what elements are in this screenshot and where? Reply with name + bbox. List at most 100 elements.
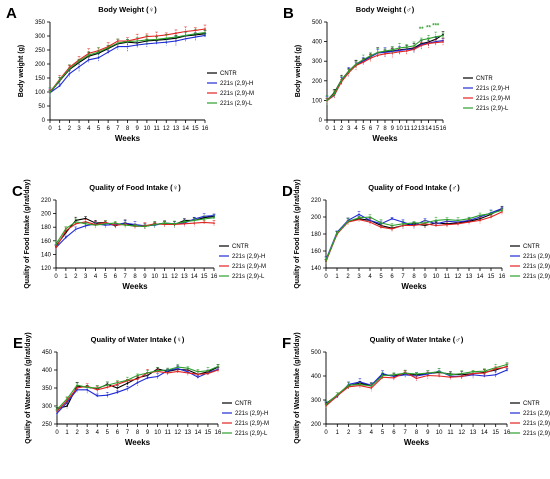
data-point (155, 35, 158, 37)
x-tick-label: 4 (368, 274, 372, 280)
data-point (116, 387, 119, 389)
data-point (415, 377, 418, 380)
data-point (87, 54, 90, 56)
y-axis-label: Quality of Water Intake (g/rat/day) (25, 332, 32, 443)
data-point (402, 222, 404, 225)
y-tick-label: 100 (35, 90, 46, 96)
data-point (64, 227, 67, 230)
chart-panel-e: E Quality of Water Intake (♀)250300350400… (13, 332, 269, 447)
chart-title: Quality of Water Intake (♀) (91, 335, 185, 344)
x-tick-label: 13 (466, 274, 473, 280)
legend-label: 221s (2,9)-L (232, 274, 265, 280)
legend-label: 221s (2,9)-L (220, 101, 253, 107)
legend-label: 221s (2,9)-H (220, 81, 253, 87)
y-tick-label: 180 (311, 232, 322, 238)
data-point (156, 369, 159, 372)
legend-label: 221s (2,9)-H (523, 411, 550, 417)
x-tick-label: 12 (455, 274, 462, 280)
y-tick-label: 350 (35, 20, 46, 26)
data-point (193, 222, 196, 225)
x-tick-label: 13 (418, 126, 425, 132)
x-tick-label: 14 (481, 430, 488, 436)
data-point (203, 221, 206, 224)
y-tick-label: 180 (41, 225, 52, 231)
data-point (413, 45, 415, 47)
x-tick-label: 4 (96, 430, 100, 436)
x-tick-label: 9 (136, 126, 140, 132)
x-tick-label: 1 (64, 274, 68, 280)
data-point (438, 375, 441, 377)
data-point (116, 391, 119, 394)
data-point (384, 50, 386, 52)
y-tick-label: 220 (41, 198, 52, 204)
data-point (97, 51, 100, 54)
legend-label: 221s (2,9)-M (220, 91, 254, 97)
data-point (405, 46, 408, 48)
series-cntr (324, 205, 504, 263)
y-axis-label: Quality of Water Intake (g/rat/day) (294, 332, 301, 443)
data-point (359, 383, 361, 386)
data-point (184, 34, 187, 37)
data-point (136, 44, 139, 46)
data-point (435, 224, 437, 227)
x-tick-label: 11 (165, 430, 172, 436)
legend-label: 221s (2,9)-H (476, 86, 509, 92)
x-tick-label: 9 (143, 274, 147, 280)
y-tick-label: 350 (42, 386, 53, 392)
data-point (506, 365, 508, 368)
data-point (424, 222, 426, 224)
data-point (204, 31, 206, 34)
x-tick-label: 7 (376, 126, 380, 132)
significance-marker: ** (426, 26, 431, 32)
legend-label: 221s (2,9)-M (476, 96, 510, 102)
chart-panel-c: C Quality of Food Intake (♀)1201401601802… (12, 179, 266, 291)
data-point (369, 54, 372, 57)
x-tick-label: 15 (192, 126, 199, 132)
data-point (175, 40, 177, 42)
data-point (207, 369, 209, 372)
y-tick-label: 200 (41, 212, 52, 218)
data-point (176, 366, 179, 369)
x-axis-label: Weeks (404, 438, 430, 447)
data-point (449, 373, 452, 376)
data-point (472, 370, 474, 373)
x-tick-label: 2 (340, 126, 344, 132)
data-point (442, 34, 444, 37)
x-tick-label: 1 (335, 274, 339, 280)
legend: CNTR 221s (2,9)-H 221s (2,9)-M 221s (2,9)-L (510, 401, 550, 437)
data-point (438, 370, 441, 373)
data-point (84, 222, 87, 225)
data-point (413, 48, 415, 51)
x-tick-label: 7 (401, 274, 405, 280)
panel-letter: D (282, 183, 293, 200)
data-point (165, 41, 168, 44)
x-tick-label: 13 (184, 430, 191, 436)
x-tick-label: 7 (116, 126, 120, 132)
data-point (114, 224, 117, 227)
data-point (186, 371, 189, 374)
x-axis-label: Weeks (372, 134, 398, 143)
x-tick-label: 5 (97, 126, 101, 132)
data-point (404, 372, 407, 375)
x-tick-label: 16 (499, 274, 506, 280)
x-tick-label: 6 (116, 430, 120, 436)
data-point (384, 52, 386, 55)
x-tick-label: 12 (171, 274, 178, 280)
series-l (55, 363, 220, 414)
data-point (204, 34, 206, 37)
data-point (175, 32, 177, 35)
x-tick-label: 0 (55, 430, 59, 436)
legend-label: CNTR (235, 401, 252, 407)
data-point (446, 223, 448, 226)
x-tick-label: 2 (68, 126, 72, 132)
legend-label: CNTR (220, 71, 237, 77)
y-axis-label: Quality of Food Intake (g/rat/day) (24, 179, 31, 288)
data-point (434, 35, 437, 38)
chart-panel-d: D Quality of Food Intake (♂)1401601802002… (282, 179, 550, 291)
legend-label: 221s (2,9)-H (235, 411, 268, 417)
data-point (392, 377, 395, 379)
data-point (413, 222, 415, 224)
data-point (435, 219, 437, 222)
x-tick-label: 16 (202, 126, 209, 132)
